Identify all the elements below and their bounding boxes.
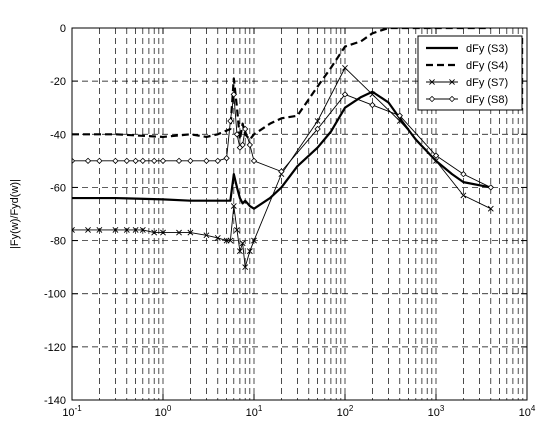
x-tick-label: 102 [337, 404, 354, 419]
diamond-marker [123, 157, 130, 165]
diamond-marker [72, 157, 76, 165]
legend-label: dFy (S3) [466, 43, 508, 55]
diamond-marker [132, 157, 139, 165]
x-marker [239, 240, 246, 247]
diamond-marker [214, 157, 221, 165]
diamond-marker [223, 155, 230, 162]
x-marker [112, 227, 119, 233]
series-1 [72, 90, 491, 210]
diamond-marker [369, 101, 376, 109]
diamond-marker [139, 157, 146, 165]
diamond-marker [314, 125, 321, 133]
diamond-marker [233, 131, 241, 138]
x-marker [72, 227, 75, 233]
x-tick-label: 100 [155, 404, 172, 419]
x-marker [85, 227, 91, 233]
legend-label: dFy (S8) [466, 94, 508, 106]
x-marker [203, 232, 210, 239]
x-marker [433, 157, 439, 164]
x-tick-label: 101 [246, 404, 263, 419]
diamond-marker [448, 95, 456, 103]
legend-box [417, 35, 523, 111]
diamond-marker [460, 170, 467, 178]
diamond-marker [187, 157, 194, 165]
x-tick-label: 104 [519, 404, 536, 419]
y-tick-label: -120 [44, 342, 66, 354]
x-marker [234, 227, 240, 233]
plot-frame [71, 27, 528, 401]
diamond-marker [487, 184, 494, 191]
y-axis-ticks: 0 -20 -40 -60 -80 -100 -120 -140 [44, 23, 527, 407]
diamond-marker [246, 141, 254, 149]
x-marker [230, 203, 237, 209]
diamond-marker [242, 125, 249, 133]
x-marker [227, 237, 234, 244]
diamond-marker [84, 157, 92, 165]
legend-label: dFy (S4) [466, 60, 508, 72]
diamond-marker [239, 141, 246, 149]
diamond-marker [203, 157, 210, 165]
x-marker [449, 79, 455, 85]
y-tick-label: -20 [50, 76, 66, 88]
x-marker [396, 118, 403, 124]
diamond-marker [175, 157, 183, 165]
x-marker [96, 227, 103, 233]
legend-label: dFy (S7) [466, 77, 508, 89]
x-marker [314, 118, 321, 124]
legend: dFy (S3) dFy (S4) dFy (S7) dFy (S8) [417, 35, 523, 111]
x-marker [160, 229, 166, 236]
x-tick-label: 10-1 [62, 404, 82, 419]
x-marker [369, 91, 376, 98]
x-marker [342, 64, 348, 71]
diamond-marker [230, 91, 237, 98]
diamond-marker [96, 157, 103, 165]
x-axis-ticks: 10-1 100 101 102 103 104 [62, 28, 536, 419]
x-marker [123, 227, 130, 233]
x-marker [246, 248, 253, 255]
x-marker [429, 79, 435, 85]
x-marker [251, 237, 257, 244]
diamond-marker [151, 157, 158, 165]
series-line [72, 90, 491, 210]
series-4 [72, 91, 494, 191]
grid [72, 28, 527, 400]
x-tick-label: 103 [428, 404, 445, 419]
y-tick-label: -40 [50, 129, 66, 141]
x-marker [176, 229, 182, 236]
diamond-marker [432, 152, 440, 159]
series-2 [72, 28, 491, 141]
diamond-marker [159, 157, 167, 165]
x-marker [236, 248, 243, 255]
diamond-marker [396, 112, 403, 119]
series-3 [72, 64, 494, 271]
diamond-marker [278, 168, 285, 175]
series-line [72, 67, 491, 268]
diamond-marker [341, 91, 349, 98]
diamond-marker [428, 95, 436, 103]
x-marker [460, 192, 467, 199]
y-tick-label: -140 [44, 395, 66, 407]
y-tick-label: -80 [50, 236, 66, 248]
diamond-marker [250, 157, 258, 165]
y-axis-label: |Fy(w)/Fyd(w)| [9, 179, 21, 249]
y-tick-label: 0 [60, 23, 66, 35]
x-marker [132, 227, 139, 233]
x-marker [151, 229, 158, 236]
diamond-marker [227, 117, 234, 125]
x-marker [214, 234, 221, 241]
y-tick-label: -100 [44, 289, 66, 301]
x-marker [139, 227, 146, 233]
series-line [72, 28, 491, 141]
x-marker [242, 264, 249, 271]
x-marker [487, 205, 494, 212]
series-layer [72, 28, 494, 271]
x-marker [187, 229, 194, 236]
y-tick-label: -60 [50, 182, 66, 194]
diamond-marker [112, 157, 119, 165]
